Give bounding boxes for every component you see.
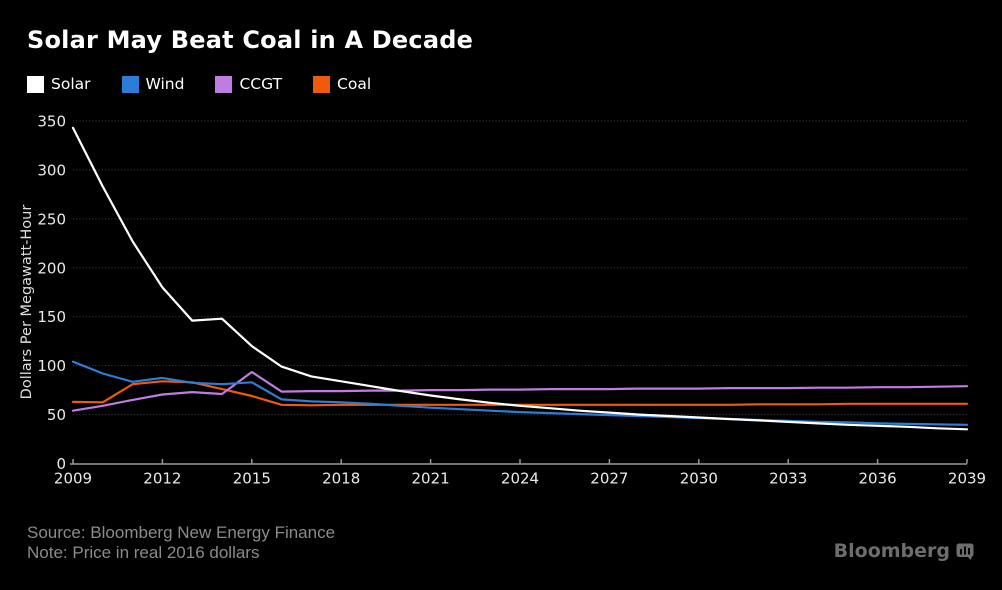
x-tick-label-2021: 2021 [412,470,450,488]
series-line-wind [71,360,969,426]
chart-title: Solar May Beat Coal in A Decade [27,26,474,54]
legend-label: CCGT [239,75,283,93]
legend-label: Solar [51,75,91,93]
chart-legend: Solar Wind CCGT Coal [27,75,371,93]
legend-item-wind: Wind [121,75,185,93]
x-tick-label-2018: 2018 [322,470,360,488]
bloomberg-terminal-icon [956,543,974,560]
note-text: Note: Price in real 2016 dollars [27,543,260,562]
footer-notes: Source: Bloomberg New Energy Finance Not… [27,523,335,563]
series-line-ccgt [71,370,969,412]
legend-label: Wind [145,75,185,93]
y-tick-label-200: 200 [37,259,66,277]
legend-swatch-coal [313,75,331,93]
legend-swatch-ccgt [215,75,233,93]
legend-item-ccgt: CCGT [215,75,282,93]
legend-item-solar: Solar [27,75,91,93]
y-tick-label-0: 0 [56,455,66,473]
x-tick-label-2024: 2024 [501,470,539,488]
legend-swatch-wind [121,75,139,93]
legend-swatch-solar [27,75,44,93]
x-tick-label-2039: 2039 [948,470,986,488]
x-tick-label-2009: 2009 [54,470,92,488]
y-tick-label-50: 50 [47,406,66,424]
x-tick-label-2030: 2030 [680,470,718,488]
series-line-solar [71,126,969,431]
y-tick-label-300: 300 [37,161,66,179]
legend-label: Coal [337,75,372,93]
y-tick-label-100: 100 [37,357,66,375]
bloomberg-logo-text: Bloomberg [833,540,950,562]
bloomberg-logo: Bloomberg [834,540,974,562]
y-tick-label-250: 250 [37,210,66,228]
legend-item-coal: Coal [313,75,371,93]
source-text: Source: Bloomberg New Energy Finance [27,523,336,542]
x-tick-label-2012: 2012 [143,470,181,488]
x-tick-label-2027: 2027 [590,470,628,488]
x-tick-label-2033: 2033 [769,470,807,488]
y-tick-label-350: 350 [37,113,66,131]
y-tick-label-150: 150 [37,308,66,326]
x-tick-label-2015: 2015 [233,470,271,488]
x-tick-label-2036: 2036 [859,470,897,488]
y-axis-title: Dollars Per Megawatt-Hour [19,205,35,400]
